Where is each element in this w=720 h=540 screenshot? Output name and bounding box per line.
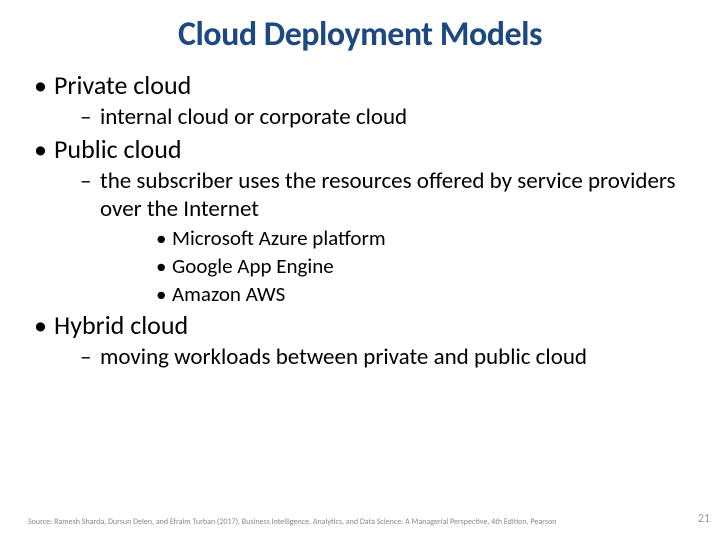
list-item: Google App Engine (100, 253, 692, 279)
sub-list: – the subscriber uses the resources offe… (54, 167, 692, 307)
slide: Cloud Deployment Models Private cloud – … (0, 0, 720, 540)
dash-icon: – (80, 103, 91, 131)
bullet-text: Private cloud (54, 69, 191, 101)
sub-list: – moving workloads between private and p… (54, 343, 692, 371)
list-item: – moving workloads between private and p… (54, 343, 692, 371)
bullet-text: the subscriber uses the resources offere… (100, 167, 676, 223)
list-item: Private cloud – internal cloud or corpor… (28, 69, 692, 131)
list-item: Hybrid cloud – moving workloads between … (28, 309, 692, 371)
dash-icon: – (80, 343, 91, 371)
sub-sub-list: Microsoft Azure platform Google App Engi… (100, 225, 692, 307)
list-item: Amazon AWS (100, 281, 692, 307)
list-item: Public cloud – the subscriber uses the r… (28, 133, 692, 307)
page-number: 21 (698, 512, 710, 526)
sub-list: – internal cloud or corporate cloud (54, 103, 692, 131)
list-item: – internal cloud or corporate cloud (54, 103, 692, 131)
bullet-text: moving workloads between private and pub… (100, 343, 587, 371)
bullet-text: internal cloud or corporate cloud (100, 103, 407, 131)
dash-icon: – (80, 167, 91, 195)
list-item: Microsoft Azure platform (100, 225, 692, 251)
bullet-list: Private cloud – internal cloud or corpor… (28, 69, 692, 371)
source-citation: Source: Ramesh Sharda, Dursun Delen, and… (28, 518, 556, 528)
bullet-text: Microsoft Azure platform (172, 225, 386, 251)
bullet-text: Public cloud (54, 133, 182, 165)
slide-title: Cloud Deployment Models (28, 14, 692, 55)
bullet-text: Hybrid cloud (54, 309, 188, 341)
bullet-text: Amazon AWS (172, 281, 285, 307)
bullet-text: Google App Engine (172, 253, 334, 279)
list-item: – the subscriber uses the resources offe… (54, 167, 692, 307)
